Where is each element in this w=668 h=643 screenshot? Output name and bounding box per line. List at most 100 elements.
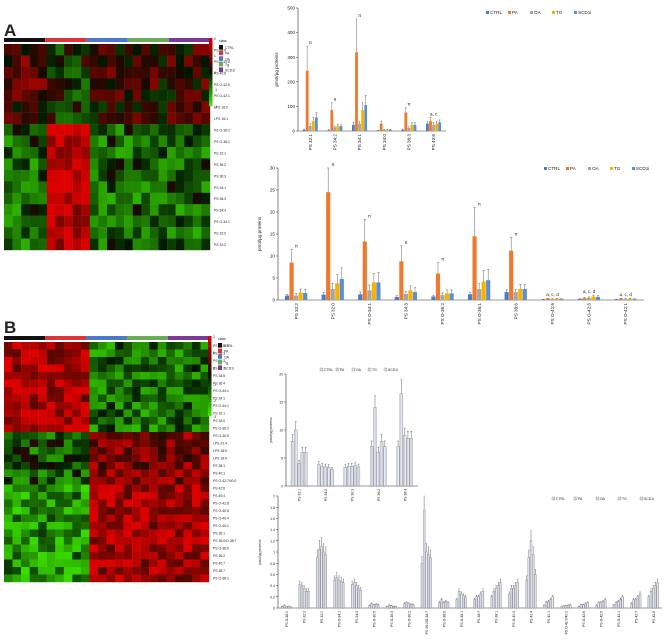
bar-oa xyxy=(358,123,361,131)
heatmap-cell xyxy=(4,492,13,500)
heatmap-cell xyxy=(81,169,91,182)
heatmap-cell xyxy=(98,66,108,79)
heatmap-cell xyxy=(167,181,176,193)
heatmap-cell xyxy=(72,424,82,433)
heatmap-cell xyxy=(106,507,116,515)
bar-oa xyxy=(460,593,463,609)
heatmap-cell xyxy=(174,417,184,425)
heatmap-cell xyxy=(63,402,73,410)
heatmap-cell xyxy=(89,349,99,358)
heatmap-cell xyxy=(140,462,150,470)
x-tick-label: PS 38:1 xyxy=(495,611,499,623)
heatmap-cell xyxy=(80,567,90,575)
heatmap-cell xyxy=(97,379,107,388)
x-tick-label: PS 38:4 xyxy=(403,489,407,501)
heatmap-cell xyxy=(175,135,185,148)
bar-ctrl xyxy=(343,467,347,487)
heatmap-row-label: PS O-38:6 xyxy=(213,546,229,550)
heatmap-cell xyxy=(63,342,73,350)
heatmap-cell xyxy=(12,514,22,523)
heatmap-cell xyxy=(124,55,133,68)
x-tick-label: PS 40:4 xyxy=(530,611,534,623)
y-tick-label: 30 xyxy=(270,166,276,171)
bar-scd1i xyxy=(522,289,527,300)
heatmap-cell xyxy=(157,417,167,425)
heatmap-row-label: PS O-36:2 xyxy=(214,129,230,133)
bar-scd1i xyxy=(342,582,345,609)
heatmap-row-label: PS 42:6 xyxy=(213,486,225,490)
heatmap-cell xyxy=(166,529,176,538)
heatmap-cell xyxy=(123,574,133,583)
bar-oa xyxy=(477,596,480,609)
heatmap-cell xyxy=(4,522,13,530)
heatmap-cell xyxy=(80,417,90,425)
bar-ctrl xyxy=(647,596,650,609)
heatmap-cell xyxy=(12,484,22,493)
heatmap-cell xyxy=(29,537,39,545)
heatmap-cell xyxy=(29,66,39,79)
heatmap-cell xyxy=(175,101,185,113)
heatmap-cell xyxy=(123,544,133,553)
heatmap-cell xyxy=(115,447,124,455)
heatmap-cell xyxy=(80,537,90,545)
heatmap-cell xyxy=(4,364,13,373)
heatmap-cell xyxy=(29,135,39,148)
heatmap-cell xyxy=(201,55,211,68)
heatmap-cell xyxy=(97,559,107,568)
heatmap-cell xyxy=(89,469,99,478)
bar-pa xyxy=(492,591,496,609)
heatmap-cell xyxy=(115,55,125,68)
heatmap-cell xyxy=(167,147,176,159)
heatmap-cell xyxy=(12,192,22,205)
heatmap-row-label: PS 40:6 xyxy=(214,71,226,75)
color-scale-step xyxy=(208,365,212,369)
heatmap-row-label: PS 32:1 xyxy=(213,411,225,415)
color-scale-step xyxy=(208,368,212,371)
heatmap-cell xyxy=(89,387,99,395)
y-tick-label: 1.6 xyxy=(270,517,275,521)
class-bar-segment xyxy=(4,38,46,42)
heatmap-cell xyxy=(63,544,73,553)
bar-oa xyxy=(512,588,515,609)
heatmap-cell xyxy=(55,469,64,478)
heatmap-cell xyxy=(167,101,176,113)
heatmap-cell xyxy=(132,462,141,470)
heatmap-cell xyxy=(89,124,99,136)
heatmap-cell xyxy=(55,559,64,568)
color-scale-step xyxy=(209,81,213,84)
heatmap-cell xyxy=(107,204,116,216)
heatmap-cell xyxy=(158,44,168,56)
heatmap-row-label: PS 36:0/O-38:7 xyxy=(213,539,236,543)
bar-scd1i xyxy=(486,280,491,300)
heatmap-cell xyxy=(29,499,39,508)
heatmap-cell xyxy=(46,469,56,478)
heatmap-cell xyxy=(191,349,201,358)
color-scale-step xyxy=(209,74,213,77)
bar-oa xyxy=(302,588,306,609)
legend-swatch xyxy=(552,11,555,14)
heatmap-cell xyxy=(21,135,30,148)
heatmap-cell xyxy=(183,447,193,455)
heatmap-cell xyxy=(191,387,201,395)
heatmap-cell xyxy=(132,78,142,90)
heatmap-cell xyxy=(4,424,13,433)
color-scale-step xyxy=(208,362,212,366)
class-legend-swatch xyxy=(219,50,223,56)
heatmap-cell xyxy=(132,469,141,478)
heatmap-cell xyxy=(29,78,39,90)
heatmap-cell xyxy=(149,447,158,455)
heatmap-cell xyxy=(64,192,73,205)
heatmap-cell xyxy=(157,454,167,463)
heatmap-cell xyxy=(4,78,13,90)
heatmap-cell xyxy=(72,537,82,545)
heatmap-cell xyxy=(184,147,194,159)
heatmap-cell xyxy=(12,417,22,425)
bar-oa xyxy=(294,295,299,300)
heatmap-cell xyxy=(72,447,82,455)
heatmap-cell xyxy=(80,522,90,530)
heatmap-cell xyxy=(29,349,39,358)
heatmap-cell xyxy=(132,342,141,350)
heatmap-cell xyxy=(115,394,124,403)
heatmap-cell xyxy=(132,349,141,358)
bar-tg xyxy=(298,292,303,300)
